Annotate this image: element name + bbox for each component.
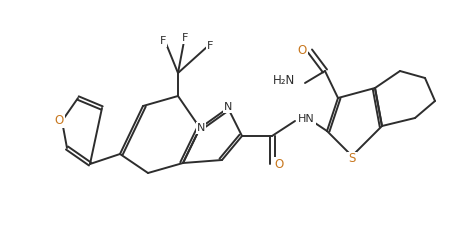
Text: S: S — [348, 152, 356, 165]
Text: F: F — [160, 36, 166, 46]
Text: F: F — [182, 33, 188, 43]
Text: F: F — [207, 41, 213, 51]
Text: N: N — [197, 123, 205, 133]
Text: H₂N: H₂N — [273, 73, 295, 87]
Text: N: N — [224, 102, 232, 112]
Text: O: O — [55, 114, 64, 127]
Text: O: O — [274, 157, 284, 170]
Text: HN: HN — [298, 114, 315, 124]
Text: O: O — [297, 45, 307, 58]
